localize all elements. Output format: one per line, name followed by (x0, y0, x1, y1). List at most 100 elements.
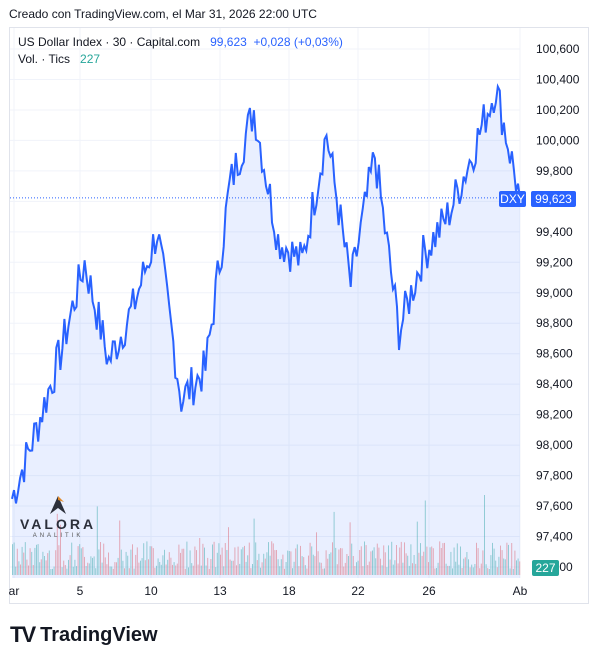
volume-bar (389, 559, 391, 575)
volume-bar (208, 568, 210, 575)
volume-bar (215, 567, 217, 575)
volume-bar (26, 559, 28, 575)
y-tick-label: 98,800 (536, 316, 573, 330)
volume-bar (231, 560, 233, 575)
volume-bar (408, 565, 410, 575)
volume-bar (48, 550, 50, 575)
volume-bar (204, 547, 205, 575)
y-tick-label: 99,800 (536, 164, 573, 178)
symbol-label[interactable]: US Dollar Index · 30 · Capital.com (18, 35, 201, 49)
volume-bar (415, 563, 417, 575)
y-tick-label: 100,400 (536, 72, 580, 86)
volume-bar (96, 506, 98, 575)
volume-bar (376, 543, 378, 575)
volume-bar (180, 552, 181, 575)
volume-bar (207, 557, 209, 575)
volume-bar (509, 568, 511, 575)
volume-bar (400, 541, 402, 575)
volume-bar (20, 564, 21, 575)
volume-bar (40, 559, 42, 575)
volume-bar (477, 548, 479, 575)
volume-bar (322, 568, 324, 575)
volume-bar (205, 565, 207, 575)
volume-bar (448, 565, 450, 575)
volume-bar (255, 542, 257, 575)
volume-bar (45, 560, 47, 575)
volume-bar (490, 555, 492, 575)
volume-bar (90, 556, 92, 575)
volume-bar (295, 548, 297, 575)
volume-bar (349, 522, 351, 575)
volume-bar (245, 561, 247, 575)
volume-bar (228, 527, 229, 575)
volume-bar (388, 545, 389, 575)
volume-bar (468, 559, 469, 575)
volume-bar (428, 562, 429, 575)
volume-bar (296, 544, 298, 575)
x-tick-label: 10 (144, 584, 158, 598)
volume-bar (464, 557, 466, 575)
volume-bar (370, 551, 372, 575)
volume-bar (493, 548, 495, 575)
volume-bar (212, 544, 213, 575)
volume-bar (423, 551, 425, 575)
x-tick-label: ar (9, 584, 20, 598)
volume-bar (13, 542, 15, 575)
volume-bar (517, 558, 519, 575)
volume-bar (391, 541, 393, 575)
volume-bar (250, 568, 252, 575)
y-tick-label: 100,000 (536, 133, 580, 147)
volume-bar (450, 551, 452, 575)
tradingview-wordmark: TradingView (40, 623, 158, 646)
volume-bar (116, 562, 117, 575)
volume-bar (312, 554, 314, 575)
y-tick-label: 98,400 (536, 377, 573, 391)
volume-bar (476, 542, 477, 575)
volume-bar (172, 564, 173, 575)
y-axis-labels: 100,600100,400100,200100,00099,80099,600… (536, 42, 580, 574)
volume-bar (474, 564, 476, 575)
volume-bar (260, 567, 261, 575)
volume-bar (71, 542, 73, 575)
volume-label[interactable]: Vol. · Tics (18, 52, 71, 66)
volume-bar (157, 558, 159, 575)
volume-bar (34, 547, 36, 575)
volume-bar (63, 560, 65, 575)
volume-bar (461, 568, 463, 575)
volume-bar (480, 563, 482, 575)
volume-bar (383, 545, 385, 575)
volume-bar (392, 564, 394, 575)
y-tick-label: 100,200 (536, 103, 580, 117)
x-tick-label: 13 (213, 584, 227, 598)
volume-bar (42, 551, 44, 575)
volume-bar (442, 543, 444, 575)
volume-bar (188, 567, 189, 575)
volume-bar (317, 551, 319, 575)
svg-text:227: 227 (535, 561, 555, 575)
volume-bar (276, 550, 277, 575)
volume-bar (176, 563, 178, 575)
volume-bar (244, 545, 245, 575)
volume-bar (426, 546, 428, 575)
volume-bar (159, 562, 161, 575)
y-tick-label: 99,400 (536, 225, 573, 239)
volume-bar (421, 555, 423, 575)
price-tag: DXY 99,623 (499, 191, 576, 207)
volume-bar (178, 544, 180, 575)
volume-bar (501, 550, 503, 575)
volume-bar (413, 555, 415, 575)
tradingview-logo-icon: TV (10, 622, 36, 647)
chart-panel[interactable] (9, 27, 589, 604)
volume-bar (416, 521, 418, 575)
volume-bar (380, 558, 381, 575)
x-tick-label: 18 (282, 584, 296, 598)
tradingview-logo[interactable]: TV TradingView (10, 622, 158, 648)
volume-bar (488, 569, 490, 575)
volume-bar (288, 551, 290, 575)
volume-bar (354, 566, 356, 575)
y-tick-label: 98,600 (536, 347, 573, 361)
volume-bar (88, 563, 90, 575)
volume-bar (44, 556, 45, 575)
volume-bar (237, 546, 239, 575)
